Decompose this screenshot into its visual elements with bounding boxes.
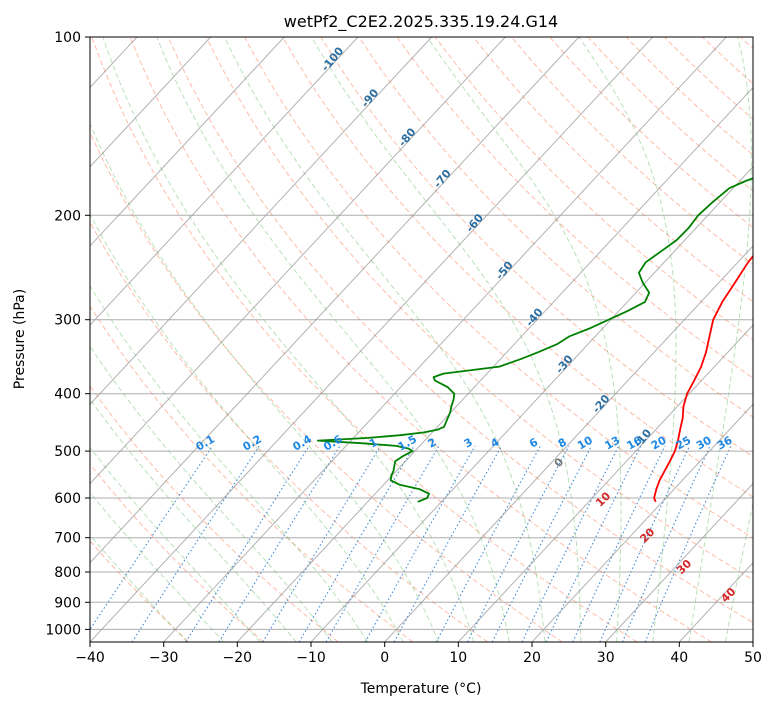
y-tick-label: 900 — [54, 595, 81, 611]
x-tick-label: 30 — [597, 650, 615, 666]
y-tick-label: 400 — [54, 387, 81, 403]
mixing-ratio-line — [491, 445, 592, 642]
y-tick-label: 300 — [54, 313, 81, 329]
mixing-ratio-line — [185, 445, 310, 642]
dry-adiabat — [358, 37, 753, 418]
profile-lines — [316, 177, 753, 503]
dry-adiabat — [91, 37, 638, 642]
moist-adiabat — [688, 37, 752, 642]
dry-adiabat — [90, 221, 488, 642]
mixing-ratio-line — [545, 445, 642, 642]
background-lines — [90, 37, 753, 642]
mixing-ratio-line — [393, 445, 503, 642]
isotherm — [163, 37, 727, 642]
moist-adiabat — [156, 37, 510, 642]
x-tick-label: 20 — [523, 650, 541, 666]
isotherm — [310, 166, 753, 642]
dry-adiabat — [129, 37, 712, 642]
moist-adiabat — [90, 446, 261, 642]
mixing-ratio-line — [521, 445, 620, 642]
dry-adiabat — [473, 37, 753, 303]
x-tick-label: −30 — [149, 650, 179, 666]
x-tick-label: 0 — [380, 650, 389, 666]
moist-adiabat — [90, 345, 333, 642]
isotherm — [90, 37, 580, 564]
plot-frame — [89, 36, 754, 643]
dry-adiabat — [167, 37, 753, 624]
mixing-ratio-line — [364, 445, 476, 642]
y-tick-label: 1000 — [45, 622, 81, 638]
x-tick-label: 40 — [670, 650, 688, 666]
y-tick-label: 700 — [54, 531, 81, 547]
dry-adiabat — [320, 37, 753, 458]
isotherm — [90, 37, 506, 485]
isotherm — [90, 37, 285, 247]
moist-adiabat — [426, 37, 622, 642]
moist-adiabat — [90, 213, 404, 642]
dry-adiabat — [90, 463, 264, 642]
isotherm — [236, 86, 753, 642]
dry-adiabat — [282, 37, 753, 498]
mixing-ratio-line — [262, 445, 381, 642]
x-tick-label: −20 — [223, 650, 253, 666]
chart-title: wetPf2_C2E2.2025.335.19.24.G14 — [284, 12, 558, 32]
mixing-ratio-line — [644, 445, 732, 642]
isotherm — [90, 37, 212, 168]
x-tick-label: 50 — [744, 650, 762, 666]
y-axis-label: Pressure (hPa) — [12, 289, 28, 389]
y-tick-label: 800 — [54, 565, 81, 581]
moist-adiabat — [223, 37, 546, 642]
isotherm — [90, 37, 654, 642]
y-tick-label: 500 — [54, 444, 81, 460]
isotherm — [90, 37, 433, 406]
y-tick-label: 100 — [54, 30, 81, 46]
isotherm — [457, 324, 753, 642]
x-tick-label: 10 — [449, 650, 467, 666]
x-tick-label: −10 — [296, 650, 326, 666]
axes: −40 −30 −20 −10 0 10 20 30 40 50 100 200 300 400 500 60… — [45, 30, 762, 666]
x-tick-label: −40 — [75, 650, 105, 666]
isotherm — [605, 482, 753, 642]
mixing-ratio-line — [298, 445, 415, 642]
y-tick-label: 600 — [54, 491, 81, 507]
y-tick-label: 200 — [54, 208, 81, 224]
moist-adiabat — [725, 501, 753, 642]
dry-adiabat — [90, 131, 563, 642]
moist-adiabat — [102, 37, 475, 642]
moist-adiabat — [578, 37, 677, 642]
mixing-ratio-line — [218, 445, 341, 642]
dewpoint-profile — [316, 177, 753, 503]
mixing-ratio-line — [621, 445, 711, 642]
dry-adiabat — [434, 37, 753, 341]
moist-adiabat — [90, 491, 225, 642]
mixing-ratio-line — [131, 445, 260, 642]
moist-adiabat — [90, 534, 188, 642]
moist-adiabat — [90, 284, 369, 642]
mixing-ratio-line — [467, 445, 570, 642]
isotherm — [90, 37, 359, 326]
dry-adiabat — [90, 540, 190, 642]
mixing-ratio-line — [90, 445, 214, 631]
x-axis-label: Temperature (°C) — [360, 681, 482, 697]
isotherm — [384, 245, 753, 642]
isotherm — [531, 403, 753, 642]
temperature-profile — [653, 254, 753, 503]
